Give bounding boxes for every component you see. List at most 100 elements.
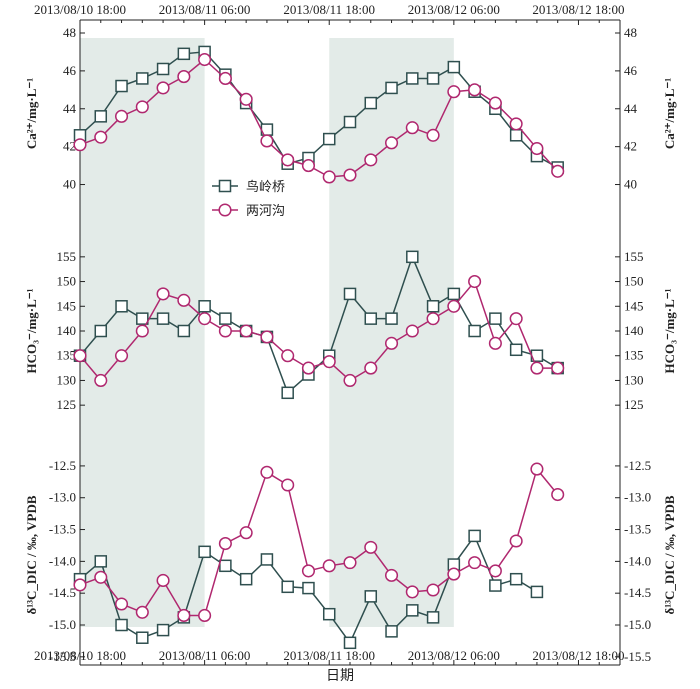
data-point-circle <box>218 71 232 86</box>
data-point-circle <box>177 608 191 623</box>
y-axis-title-left: Ca²⁺/mg·L⁻¹ <box>24 78 39 149</box>
data-point-square <box>406 72 419 85</box>
chart-panels: 40 40 42 42 44 44 46 46 48 48 Ca²⁺/mg·L⁻¹ Ca²⁺/mg·L… <box>24 20 677 665</box>
x-tick-label-bottom: 2013/08/12 18:00 <box>532 648 624 663</box>
y-tick-label-left: 48 <box>63 25 76 40</box>
y-tick-label-left: 135 <box>57 348 77 363</box>
data-point-circle <box>384 568 399 582</box>
data-point-circle <box>322 355 336 369</box>
y-tick-label-right: 125 <box>624 397 644 412</box>
data-point-circle <box>364 361 378 375</box>
y-tick-label-right: 155 <box>624 249 644 264</box>
data-point-circle <box>156 81 170 95</box>
legend-label-niaolingqiao: 鸟岭桥 <box>246 179 285 194</box>
x-tick-label-top: 2013/08/11 06:00 <box>159 2 251 17</box>
y-tick-label-left: 44 <box>63 101 77 116</box>
x-tick-label-bottom: 2013/08/10 18:00 <box>34 648 126 663</box>
data-point-square <box>177 324 191 338</box>
data-point-square <box>426 611 440 624</box>
data-point-square <box>343 287 357 301</box>
data-point-circle <box>301 159 316 173</box>
y-tick-label-right: 145 <box>624 298 644 313</box>
data-point-square <box>177 47 191 61</box>
data-point-square <box>281 386 294 400</box>
y-tick-label-right: 42 <box>624 139 637 154</box>
data-point-square <box>343 636 357 650</box>
y-tick-label-right: -14.0 <box>624 553 651 568</box>
x-tick-label-top: 2013/08/12 06:00 <box>408 2 500 17</box>
data-point-circle <box>384 136 399 150</box>
data-point-square <box>406 604 419 617</box>
y-tick-label-right: -13.0 <box>624 490 651 505</box>
data-point-circle <box>405 585 419 599</box>
y-tick-label-right: 48 <box>624 25 637 40</box>
y-axis-title-right: HCO₃⁻/mg·L⁻¹ <box>662 288 677 373</box>
data-point-circle <box>135 605 149 619</box>
y-tick-label-left: 145 <box>57 298 77 313</box>
data-point-circle <box>73 138 87 152</box>
data-point-circle <box>509 117 523 131</box>
y-axis-title-left: HCO₃⁻/mg·L⁻¹ <box>24 288 39 373</box>
data-point-square <box>426 300 440 313</box>
y-tick-label-left: -14.5 <box>49 585 76 600</box>
data-point-circle <box>488 96 502 110</box>
data-point-circle <box>322 170 336 184</box>
y-tick-label-right: -13.5 <box>624 522 651 537</box>
data-point-square <box>426 72 440 85</box>
data-point-circle <box>73 578 87 592</box>
data-point-square <box>364 312 378 325</box>
data-point-square <box>136 312 149 325</box>
data-point-circle <box>447 567 461 581</box>
x-tick-label-bottom: 2013/08/11 06:00 <box>159 648 251 663</box>
data-point-circle <box>551 487 565 502</box>
data-point-square <box>322 607 336 621</box>
data-point-square <box>406 250 419 264</box>
data-point-square <box>136 631 149 644</box>
data-point-square <box>509 572 523 586</box>
y-tick-label-left: 40 <box>63 177 76 192</box>
y-axis-title-right: δ¹³C_DIC / ‰, VPDB <box>662 495 677 614</box>
data-point-circle <box>509 312 523 326</box>
data-point-circle <box>94 130 108 144</box>
data-point-square <box>364 590 378 603</box>
data-point-circle <box>530 462 544 476</box>
data-point-circle <box>447 299 461 313</box>
data-point-circle <box>343 556 357 570</box>
data-point-square <box>509 343 523 357</box>
data-point-circle <box>468 83 482 97</box>
data-point-circle <box>468 275 482 289</box>
data-point-square <box>156 623 170 637</box>
y-axis-title-right: Ca²⁺/mg·L⁻¹ <box>662 78 677 149</box>
data-point-square <box>468 324 481 338</box>
data-point-circle <box>114 109 129 123</box>
data-point-square <box>94 324 108 338</box>
data-point-circle <box>301 361 316 375</box>
y-tick-label-right: -15.5 <box>624 649 651 664</box>
y-tick-label-left: -13.5 <box>49 522 76 537</box>
data-point-square <box>136 72 149 85</box>
y-tick-label-right: 135 <box>624 348 644 363</box>
data-point-circle <box>260 465 274 479</box>
legend-marker-square <box>218 179 232 193</box>
data-point-circle <box>509 534 523 548</box>
data-point-square <box>94 555 108 568</box>
data-point-square <box>364 96 378 110</box>
y-tick-label-left: 155 <box>57 249 77 264</box>
data-point-circle <box>426 312 440 326</box>
data-point-square <box>489 312 502 325</box>
y-tick-label-left: 46 <box>63 63 77 78</box>
data-point-square <box>260 553 274 566</box>
data-point-circle <box>218 324 232 338</box>
data-point-circle <box>156 573 170 588</box>
y-tick-label-right: -15.0 <box>624 617 651 632</box>
data-point-circle <box>239 526 253 540</box>
data-point-square <box>239 572 253 586</box>
y-tick-label-left: 130 <box>57 372 77 387</box>
y-tick-label-right: 40 <box>624 177 637 192</box>
data-point-square <box>322 132 336 146</box>
data-point-circle <box>551 164 565 178</box>
data-point-circle <box>281 349 295 363</box>
data-point-square <box>385 312 398 325</box>
data-point-square <box>94 110 108 123</box>
data-point-square <box>115 300 128 313</box>
